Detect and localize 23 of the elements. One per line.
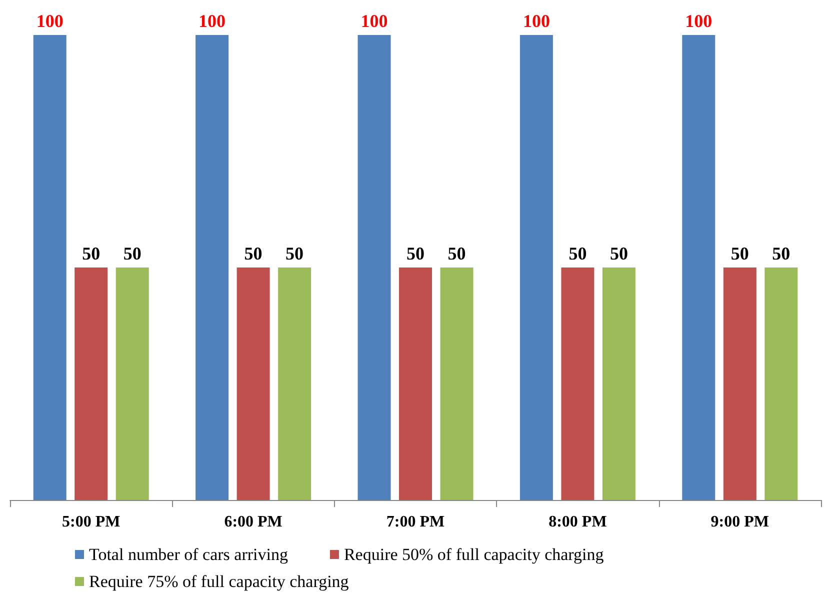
x-tick-label: 5:00 PM (62, 514, 120, 530)
data-label: 50 (772, 244, 790, 264)
x-tick-label: 9:00 PM (710, 514, 769, 530)
legend-label: Require 75% of full capacity charging (89, 572, 350, 591)
data-label: 50 (406, 244, 424, 264)
data-label: 100 (198, 11, 226, 31)
legend-label: Require 50% of full capacity charging (344, 545, 604, 564)
data-label: 50 (610, 244, 628, 264)
data-label: 100 (36, 11, 64, 31)
data-label: 100 (522, 11, 550, 31)
data-label: 50 (123, 244, 142, 264)
x-tick-label: 8:00 PM (548, 514, 607, 530)
data-label: 50 (568, 244, 587, 264)
data-label: 100 (685, 11, 712, 31)
data-label: 50 (82, 244, 100, 264)
data-label: 50 (286, 244, 304, 264)
data-label: 50 (448, 244, 466, 264)
legend-label: Total number of cars arriving (89, 545, 288, 564)
x-tick-label: 6:00 PM (224, 514, 282, 530)
data-label: 50 (730, 244, 749, 264)
x-tick-label: 7:00 PM (386, 514, 445, 530)
data-label: 50 (244, 244, 262, 264)
data-label: 100 (360, 11, 388, 31)
